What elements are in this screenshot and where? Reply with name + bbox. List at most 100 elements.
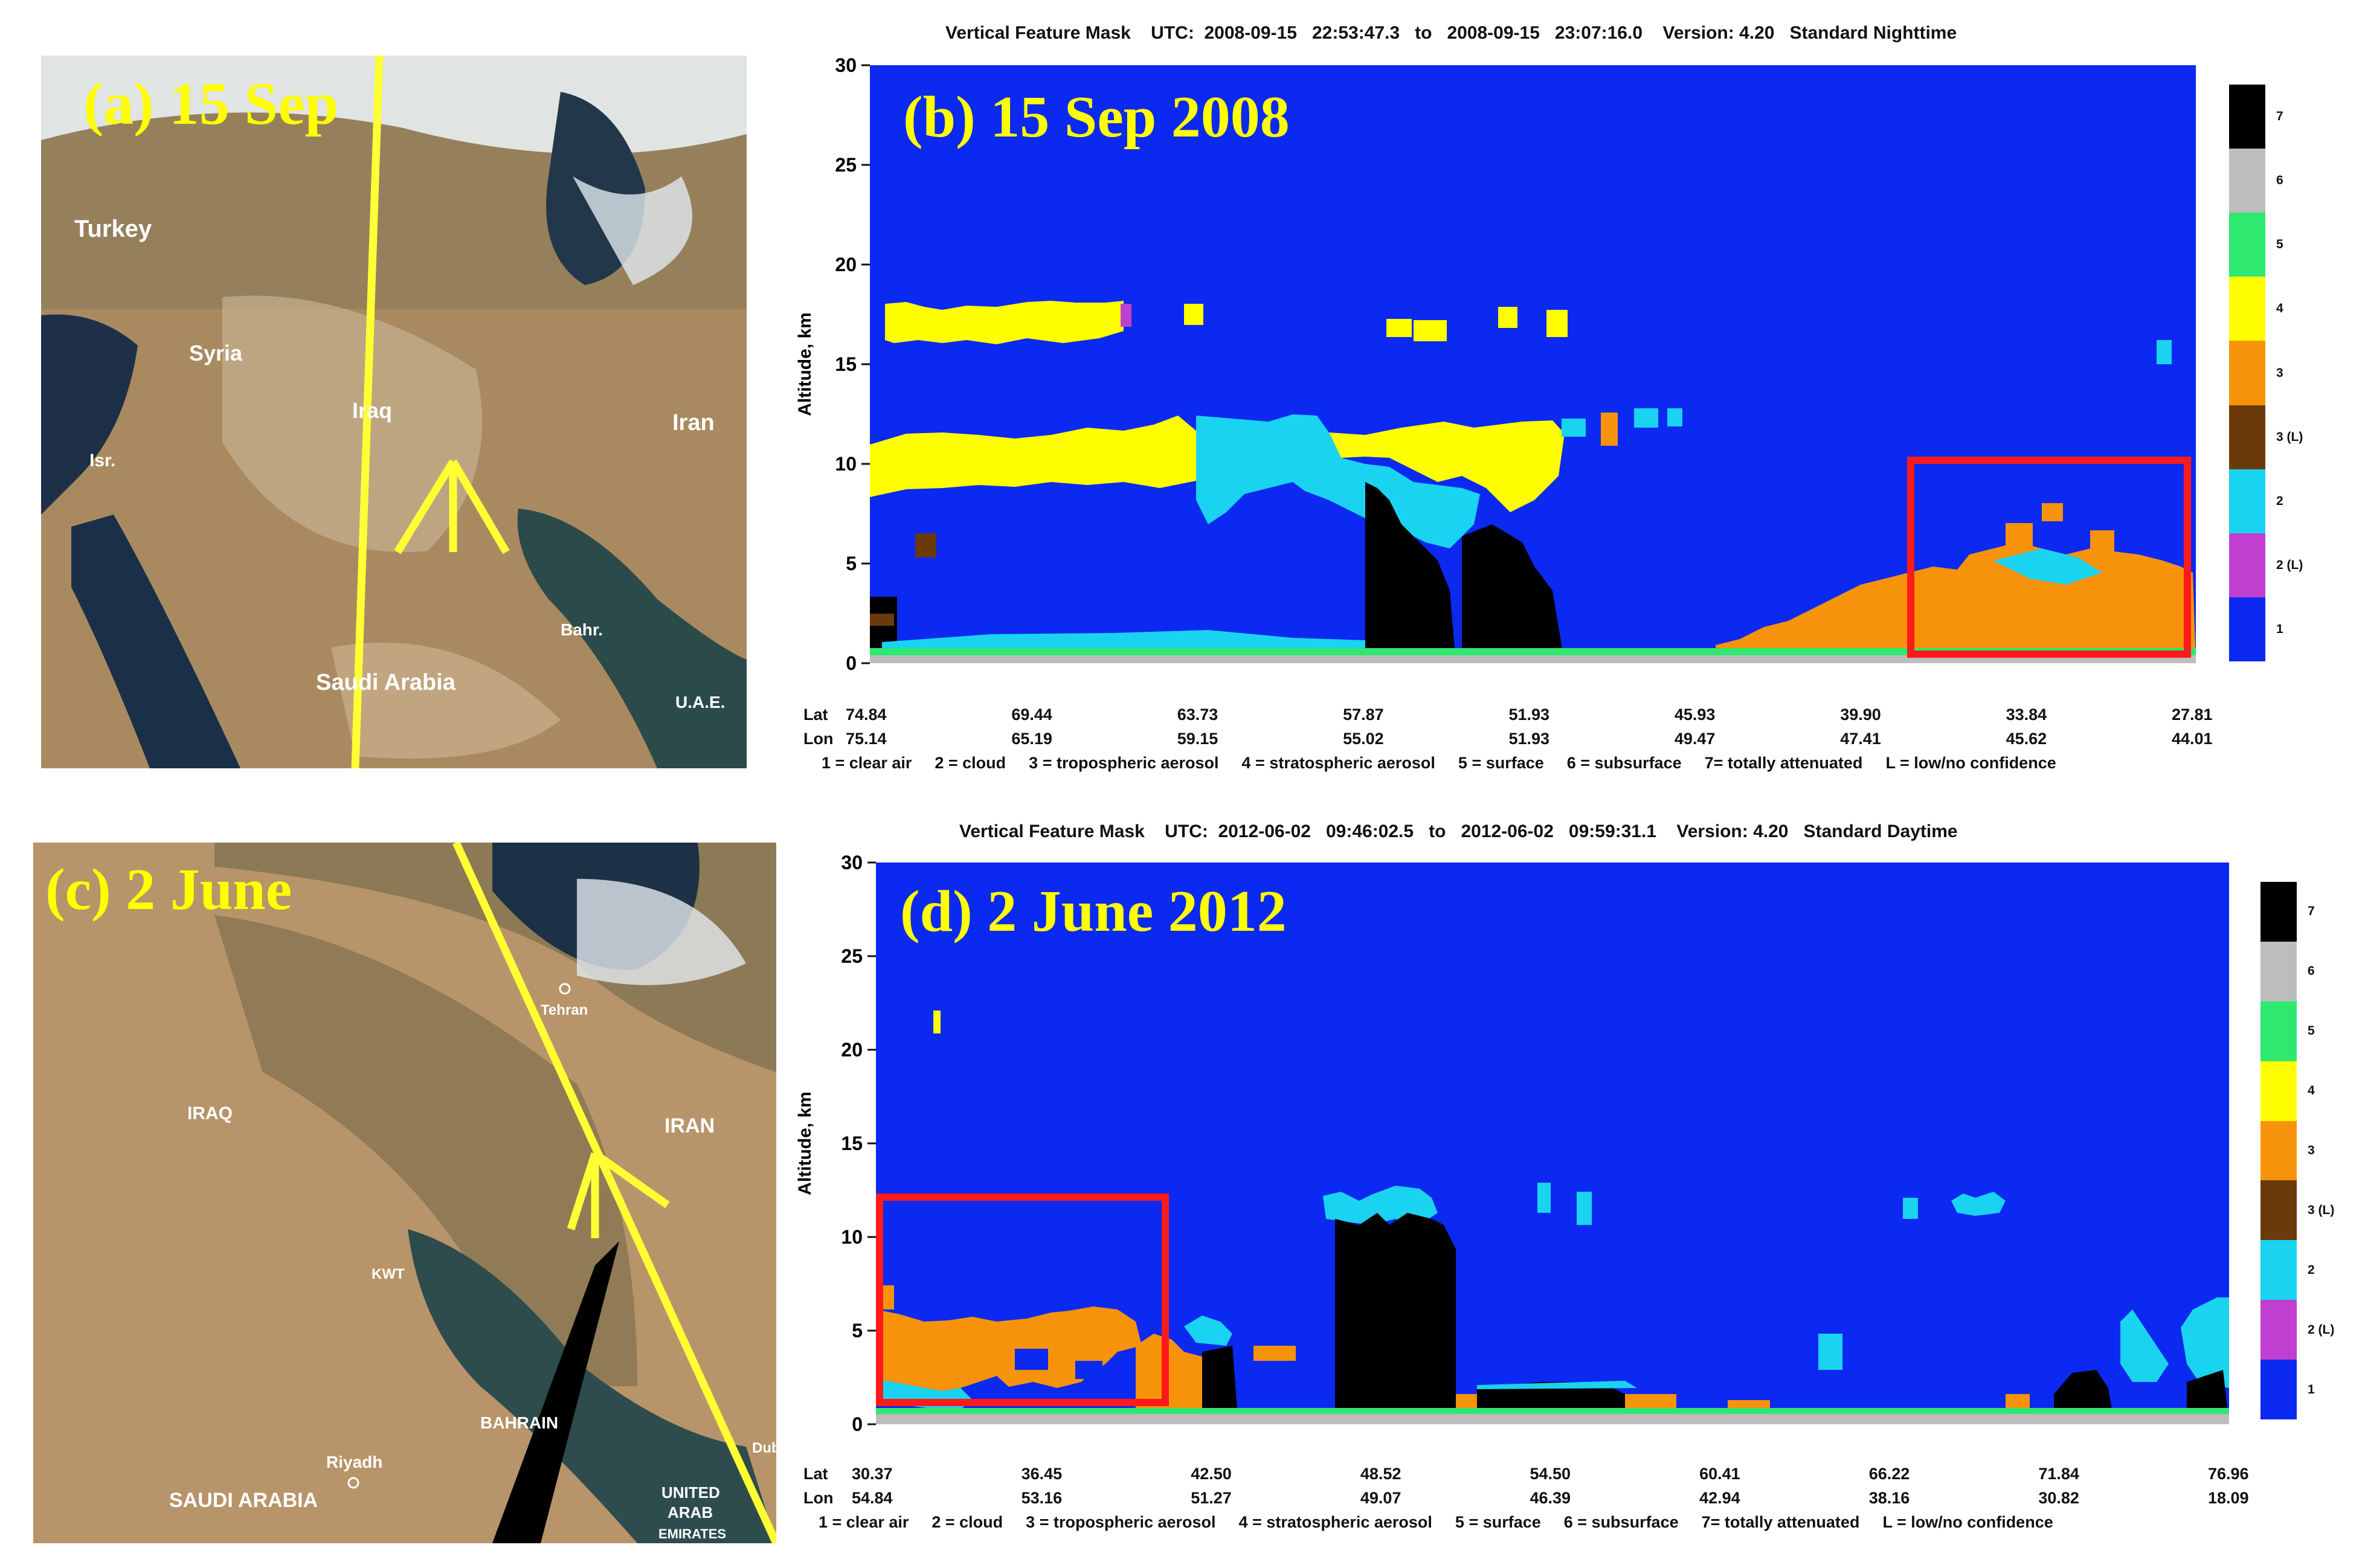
ytick-label: 10 <box>841 1226 863 1248</box>
strat-aerosol-lower-b <box>870 416 1565 512</box>
label-saudi-arabia-c: SAUDI ARABIA <box>169 1489 318 1512</box>
lat-value: 42.50 <box>1191 1465 1232 1483</box>
label-uae: U.A.E. <box>675 693 725 712</box>
lon-values-d: 54.84 53.16 51.27 49.07 46.39 42.94 38.16 30.82… <box>803 1489 2314 1513</box>
label-kwt: KWT <box>372 1266 405 1282</box>
legend-entry: 1 = clear air <box>819 1513 909 1531</box>
lat-value: 74.84 <box>846 705 887 724</box>
plot-area-d: (d) 2 June 2012 <box>876 863 2229 1424</box>
colorbar-swatch <box>2260 1001 2297 1061</box>
colorbar-label: 2 (L) <box>2308 1322 2335 1337</box>
vfm-curtain-b <box>870 301 2196 663</box>
lon-value: 51.93 <box>1508 730 1550 748</box>
lon-value: 49.07 <box>1360 1489 1401 1507</box>
lat-value: 57.87 <box>1343 705 1384 724</box>
header-to-d: to <box>1429 821 1446 841</box>
legend-entry: 7= totally attenuated <box>1704 754 1863 772</box>
highlight-box-b <box>1907 457 2191 658</box>
header-utc-label-b: UTC: <box>1151 23 1194 43</box>
header-mode-b: Standard Nighttime <box>1789 23 1957 43</box>
header-start-d: 2012-06-02 09:46:02.5 <box>1218 821 1414 841</box>
legend-entry: 6 = subsurface <box>1566 754 1682 772</box>
lon-value: 54.84 <box>852 1489 893 1507</box>
vfm-panel-d: Vertical Feature Mask UTC: 2012-06-02 09… <box>785 797 2365 1568</box>
colorbar-swatch <box>2229 213 2265 277</box>
label-syria: Syria <box>189 341 243 365</box>
colorbar-label: 7 <box>2308 904 2315 919</box>
lon-value: 46.39 <box>1530 1489 1571 1507</box>
lat-value: 39.90 <box>1840 705 1881 724</box>
lat-value: 48.52 <box>1360 1465 1401 1483</box>
label-riyadh: Riyadh <box>326 1453 382 1471</box>
label-tehran: Tehran <box>541 1002 588 1018</box>
colorbar-swatch <box>2260 882 2297 942</box>
header-end-b: 2008-09-15 23:07:16.0 <box>1447 23 1643 43</box>
colorbar-b: 1 2 (L) 2 3 (L) 3 4 5 6 7 <box>2229 85 2303 661</box>
header-utc-label-d: UTC: <box>1165 821 1208 841</box>
header-b: Vertical Feature Mask UTC: 2008-09-15 22… <box>945 23 1957 43</box>
header-d: Vertical Feature Mask UTC: 2012-06-02 09… <box>959 821 1958 842</box>
lat-values-d: 30.37 36.45 42.50 48.52 54.50 60.41 66.22 71.84… <box>803 1465 2314 1489</box>
lon-value: 44.01 <box>2172 730 2213 748</box>
lat-value: 66.22 <box>1868 1465 1910 1483</box>
ytick-label: 30 <box>841 852 863 873</box>
colorbar-label: 5 <box>2276 237 2283 252</box>
label-isr: Isr. <box>89 451 115 471</box>
highlight-box-d <box>876 1194 1169 1406</box>
lat-value: 71.84 <box>2038 1465 2079 1483</box>
lat-value: 54.50 <box>1530 1465 1571 1483</box>
satellite-map-c: IRAQ IRAN KWT BAHRAIN Riyadh SAUDI ARABI… <box>33 843 776 1543</box>
xaxis-lat-d: Lat 30.37 36.45 42.50 48.52 54.50 60.41 66.22 7… <box>803 1465 2314 1489</box>
header-to-b: to <box>1415 23 1432 43</box>
lat-value: 60.41 <box>1699 1465 1740 1483</box>
colorbar-label: 2 <box>2308 1262 2315 1277</box>
lon-value: 51.27 <box>1191 1489 1232 1507</box>
xaxis-lon-b: Lon 75.14 65.19 59.15 55.02 51.93 49.47 47.41 4… <box>803 730 2289 754</box>
colorbar-swatch <box>2260 1360 2297 1419</box>
label-arab: ARAB <box>668 1503 713 1521</box>
lat-value: 76.96 <box>2208 1465 2249 1483</box>
lon-value: 18.09 <box>2208 1489 2249 1507</box>
lon-values-b: 75.14 65.19 59.15 55.02 51.93 49.47 47.41 45.62… <box>803 730 2289 754</box>
lat-label-d: Lat <box>803 1465 828 1483</box>
ytick-label: 15 <box>835 353 857 375</box>
legend-entry: L = low/no confidence <box>1885 754 2056 772</box>
map-panel-c: IRAQ IRAN KWT BAHRAIN Riyadh SAUDI ARABI… <box>33 843 776 1543</box>
header-version-b: Version: 4.20 <box>1662 23 1775 43</box>
y-axis-d: 0 5 10 15 20 25 30 Altitude, km <box>795 852 876 1435</box>
label-saudi-arabia: Saudi Arabia <box>316 670 456 695</box>
label-united: UNITED <box>661 1483 720 1502</box>
legend-entry: 2 = cloud <box>935 754 1006 772</box>
colorbar-label: 4 <box>2308 1084 2315 1098</box>
lon-value: 30.82 <box>2038 1489 2079 1507</box>
caption-c: (c) 2 June <box>45 857 292 922</box>
colorbar-swatch <box>2229 85 2265 149</box>
lat-value: 27.81 <box>2172 705 2213 724</box>
lon-value: 47.41 <box>1840 730 1881 748</box>
label-iraq-c: IRAQ <box>187 1104 233 1123</box>
lon-value: 59.15 <box>1177 730 1218 748</box>
header-mode-d: Standard Daytime <box>1803 821 1958 841</box>
caption-b: (b) 15 Sep 2008 <box>903 85 1290 150</box>
colorbar-label: 1 <box>2276 622 2283 636</box>
lat-value: 30.37 <box>852 1465 893 1483</box>
label-dubai: Dubai <box>752 1440 776 1456</box>
legend-entry: 4 = stratospheric aerosol <box>1238 1513 1432 1531</box>
trop-aerosol-box-d <box>876 1306 1142 1391</box>
colorbar-label: 3 <box>2276 365 2283 380</box>
label-emirates: EMIRATES <box>658 1526 726 1541</box>
legend-entry: 1 = clear air <box>822 754 912 772</box>
label-turkey: Turkey <box>74 216 152 242</box>
legend-entry: 5 = surface <box>1455 1513 1541 1531</box>
colorbar-swatch <box>2229 149 2265 213</box>
colorbar-label: 3 <box>2308 1143 2315 1157</box>
colorbar-swatch <box>2229 469 2265 533</box>
colorbar-label: 4 <box>2276 301 2283 316</box>
header-start-b: 2008-09-15 22:53:47.3 <box>1204 23 1400 43</box>
cloud-upper-b <box>1196 340 2172 548</box>
lat-label-b: Lat <box>803 705 828 724</box>
lon-value: 55.02 <box>1343 730 1384 748</box>
colorbar-label: 7 <box>2276 109 2283 124</box>
legend-entry: 6 = subsurface <box>1563 1513 1679 1531</box>
label-iran: Iran <box>672 410 715 435</box>
